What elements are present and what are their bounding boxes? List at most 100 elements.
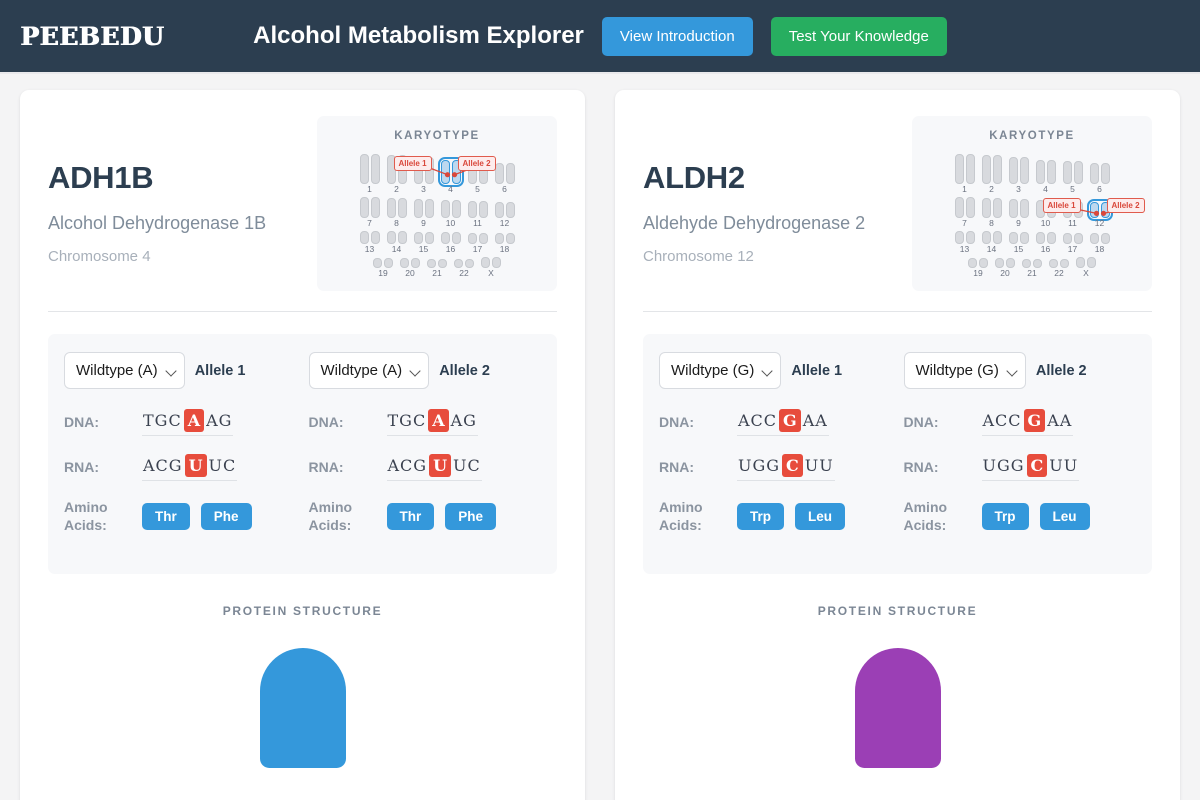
chromosome-number: 12	[1094, 218, 1105, 228]
chromosome-bar	[1008, 199, 1018, 218]
chromosome-bar	[492, 257, 501, 268]
chromosome-pair-13: 13	[359, 231, 380, 255]
allele-label: Allele 1	[791, 362, 843, 379]
chromosome-number: 14	[986, 244, 997, 254]
dna-sequence: ACC G AA	[737, 409, 829, 436]
dna-prefix: TGC	[143, 411, 182, 430]
chromosome-pair-bars	[1062, 161, 1083, 184]
amino-acid-row: Amino Acids: Trp Leu	[659, 499, 892, 534]
rna-sequence: UGG C UU	[981, 454, 1080, 481]
gene-chromosome: Chromosome 4	[48, 248, 151, 265]
chromosome-pair-16: 16	[1035, 232, 1056, 255]
amino-acid-row: Amino Acids: Thr Phe	[64, 499, 297, 534]
chromosome-bar	[424, 199, 434, 218]
chromosome-bar	[965, 197, 975, 218]
chromosome-bar	[411, 258, 420, 268]
chromosome-pair-1: 1	[359, 154, 380, 195]
chromosome-number: 17	[472, 244, 483, 254]
chromosome-number: 17	[1067, 244, 1078, 254]
dna-suffix: AA	[802, 411, 828, 430]
rna-row: RNA: UGG C UU	[904, 454, 1137, 481]
test-your-knowledge-button[interactable]: Test Your Knowledge	[770, 16, 947, 56]
amino-acid-pill: Thr	[142, 502, 190, 531]
chromosome-pair-bars	[467, 201, 488, 218]
amino-acids-key: Amino Acids:	[903, 499, 948, 533]
chromosome-number: 1	[962, 184, 967, 194]
chromosome-pair-bars	[981, 198, 1002, 218]
dna-prefix: ACC	[738, 411, 778, 430]
chromosome-pair-bars	[386, 231, 407, 244]
chromosome-pair-X: X	[1076, 257, 1096, 279]
allele-leader-line	[451, 166, 475, 178]
chromosome-number: 13	[959, 244, 970, 254]
chromosome-number: 19	[973, 268, 983, 278]
chromosome-pair-21: 21	[1022, 259, 1042, 279]
chromosome-pair-bars	[413, 232, 434, 244]
view-introduction-button[interactable]: View Introduction	[601, 16, 753, 56]
chromosome-pair-bars	[1008, 232, 1029, 244]
allele-variant-select[interactable]: Wildtype (G)	[659, 352, 782, 389]
chromosome-bar	[1008, 232, 1018, 244]
allele-variant-select[interactable]: Wildtype (A)	[64, 352, 185, 389]
app-logo: PEEBEDU	[20, 21, 165, 51]
karyotype-title: KARYOTYPE	[394, 130, 480, 142]
amino-acid-list: Trp Leu	[737, 502, 846, 531]
chromosome-bar	[979, 258, 988, 268]
chromosome-pair-19: 19	[968, 258, 988, 279]
karyotype-row: 13 14 15 16 17 18	[327, 231, 547, 255]
rna-prefix: ACG	[387, 456, 428, 475]
chromosome-bar	[954, 231, 964, 244]
chromosome-bar	[968, 258, 977, 268]
chromosome-bar	[370, 154, 380, 184]
rna-mutation-base: U	[429, 454, 452, 477]
amino-acid-list: Thr Phe	[386, 502, 497, 531]
chevron-down-icon	[1006, 364, 1018, 377]
chromosome-bar	[1019, 232, 1029, 244]
protein-shape	[854, 648, 941, 768]
dna-mutation-base: G	[779, 409, 801, 432]
karyotype-row: 19 20 21 22 X	[922, 257, 1142, 279]
chromosome-number: 15	[1013, 244, 1024, 254]
karyotype-row: 7 8 9 10 11 12	[327, 197, 547, 229]
gene-meta: ADH1B Alcohol Dehydrogenase 1B Chromosom…	[48, 116, 266, 265]
allele-variant-select[interactable]: Wildtype (A)	[308, 352, 430, 389]
chromosome-number: 12	[499, 218, 510, 228]
rna-prefix: UGG	[738, 456, 781, 475]
chromosome-bar	[1019, 199, 1029, 218]
protein-structure-section: PROTEIN STRUCTURE	[48, 604, 557, 768]
chromosome-pair-bars	[440, 232, 461, 244]
chevron-down-icon	[761, 364, 774, 377]
chromosome-pair-bars	[1008, 199, 1029, 218]
chromosome-bar	[1008, 157, 1018, 184]
gene-chromosome: Chromosome 12	[643, 248, 754, 265]
chromosome-bar	[1089, 233, 1099, 244]
chromosome-bar	[370, 197, 380, 218]
chromosome-pair-17: 17	[467, 233, 488, 255]
allele-panel: Wildtype (G) Allele 1 DNA: ACC G AA RNA:	[643, 334, 1152, 574]
allele-variant-value: Wildtype (G)	[671, 362, 755, 379]
chromosome-bar	[454, 259, 463, 268]
chromosome-number: 4	[1043, 184, 1048, 194]
chromosome-number: 14	[391, 244, 402, 254]
amino-acids-key: Amino Acids:	[308, 499, 353, 533]
chromosome-pair-bars	[954, 154, 975, 184]
rna-mutation-base: C	[1026, 454, 1048, 477]
chromosome-number: 15	[418, 244, 429, 254]
dna-key: DNA:	[64, 413, 99, 430]
chromosome-pair-9: 9	[1008, 199, 1029, 229]
chromosome-pair-bars	[1008, 157, 1029, 184]
karyotype-rows: 1 2 3 4 5 6 7 8 9 10 11 12 Allele 1 Allele 2 13 14 15 16 1…	[922, 154, 1145, 279]
chromosome-pair-3: 3	[1008, 157, 1029, 195]
amino-acid-pill: Leu	[1039, 502, 1090, 531]
chromosome-number: 2	[394, 184, 399, 194]
chromosome-bar	[359, 154, 369, 184]
chromosome-number: 3	[1016, 184, 1021, 194]
chromosome-bar	[427, 259, 436, 268]
chromosome-bar	[478, 201, 488, 218]
rna-prefix: UGG	[982, 456, 1025, 475]
allele-variant-select[interactable]: Wildtype (G)	[903, 352, 1026, 389]
chromosome-number: 1	[367, 184, 372, 194]
chromosome-bar	[1006, 258, 1015, 268]
chromosome-pair-X: X	[481, 257, 501, 279]
chromosome-bar	[1033, 259, 1042, 268]
